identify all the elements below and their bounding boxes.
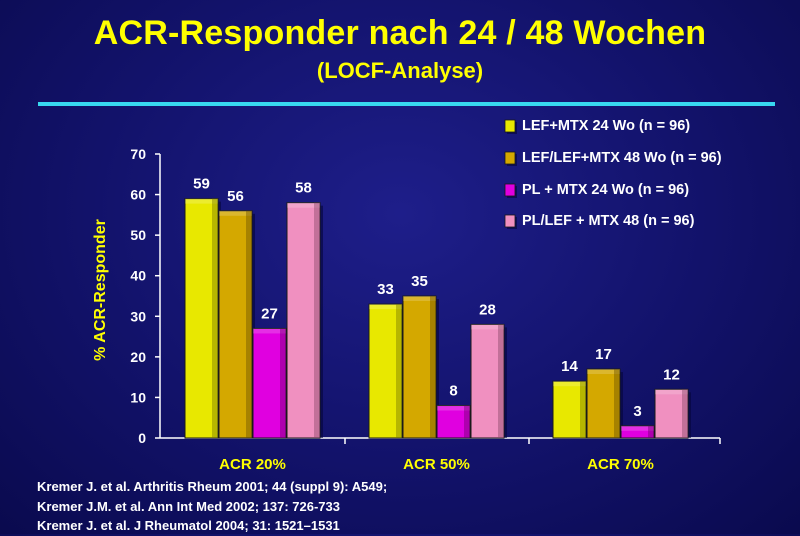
bar-highlight <box>287 202 320 208</box>
bar-highlight <box>553 381 586 387</box>
bar-highlight <box>621 425 654 431</box>
legend-label: LEF/LEF+MTX 48 Wo (n = 96) <box>522 150 722 166</box>
y-tick-label: 40 <box>130 268 146 284</box>
bar-side-shade <box>682 389 688 438</box>
bar-highlight <box>219 210 252 216</box>
data-label: 12 <box>663 366 680 383</box>
title-divider <box>38 102 775 106</box>
bar <box>286 202 321 439</box>
bar <box>436 405 471 439</box>
y-tick-label: 20 <box>130 349 146 365</box>
bar <box>552 380 587 439</box>
legend-swatch <box>504 151 516 165</box>
bar <box>586 368 621 439</box>
bar-highlight <box>655 389 688 395</box>
bar <box>654 388 689 439</box>
bar <box>620 425 655 439</box>
data-label: 59 <box>193 176 210 193</box>
bar-side-shade <box>396 304 402 438</box>
reference-3: Kremer J. et al. J Rheumatol 2004; 31: 1… <box>37 518 340 533</box>
bar <box>218 210 253 439</box>
category-label: ACR 50% <box>403 456 470 473</box>
data-label: 56 <box>227 188 244 205</box>
legend-swatch <box>504 183 516 197</box>
data-label: 14 <box>561 358 578 375</box>
legend-label: PL + MTX 24 Wo (n = 96) <box>522 182 689 198</box>
bar-highlight <box>587 369 620 375</box>
y-tick-label: 10 <box>130 389 146 405</box>
bar-side-shade <box>464 405 470 438</box>
y-tick-label: 60 <box>130 187 146 203</box>
data-label: 17 <box>595 346 612 363</box>
bar <box>470 323 505 439</box>
data-label: 27 <box>261 305 278 322</box>
bar-side-shade <box>246 210 252 438</box>
bar-side-shade <box>498 324 504 438</box>
y-tick-label: 30 <box>130 308 146 324</box>
data-label: 28 <box>479 301 496 318</box>
category-label: ACR 70% <box>587 456 654 473</box>
legend-swatch <box>504 119 516 133</box>
y-tick-label: 70 <box>130 146 146 162</box>
bar <box>184 198 219 439</box>
bar-highlight <box>253 328 286 334</box>
legend-label: LEF+MTX 24 Wo (n = 96) <box>522 118 690 134</box>
bar-highlight <box>471 324 504 330</box>
data-label: 8 <box>449 383 457 400</box>
legend-swatch <box>504 214 516 228</box>
bar-highlight <box>185 198 218 204</box>
bar <box>402 295 437 439</box>
bar-side-shade <box>614 369 620 438</box>
chart-subtitle: (LOCF-Analyse) <box>316 58 484 83</box>
y-tick-label: 50 <box>130 227 146 243</box>
bar <box>252 327 287 439</box>
bar-side-shade <box>212 198 218 438</box>
bar-side-shade <box>430 296 436 438</box>
bar-side-shade <box>580 381 586 438</box>
data-label: 35 <box>411 273 428 290</box>
bar <box>368 303 403 439</box>
chart-title: ACR-Responder nach 24 / 48 Wochen <box>93 14 707 52</box>
legend-label: PL/LEF + MTX 48 (n = 96) <box>522 213 695 229</box>
data-label: 3 <box>633 403 641 420</box>
category-label: ACR 20% <box>219 456 286 473</box>
bar-highlight <box>437 405 470 411</box>
data-label: 58 <box>295 180 312 197</box>
data-label: 33 <box>377 281 394 298</box>
reference-1: Kremer J. et al. Arthritis Rheum 2001; 4… <box>37 479 388 494</box>
bar-side-shade <box>280 328 286 438</box>
references: Kremer J. et al. Arthritis Rheum 2001; 4… <box>37 477 387 536</box>
reference-2: Kremer J.M. et al. Ann Int Med 2002; 137… <box>37 498 340 514</box>
bar-highlight <box>369 304 402 310</box>
y-axis-label: % ACR-Responder <box>92 219 109 361</box>
bar-side-shade <box>314 202 320 438</box>
bar-side-shade <box>648 425 654 438</box>
bar-highlight <box>403 296 436 301</box>
y-tick-label: 0 <box>138 430 146 446</box>
